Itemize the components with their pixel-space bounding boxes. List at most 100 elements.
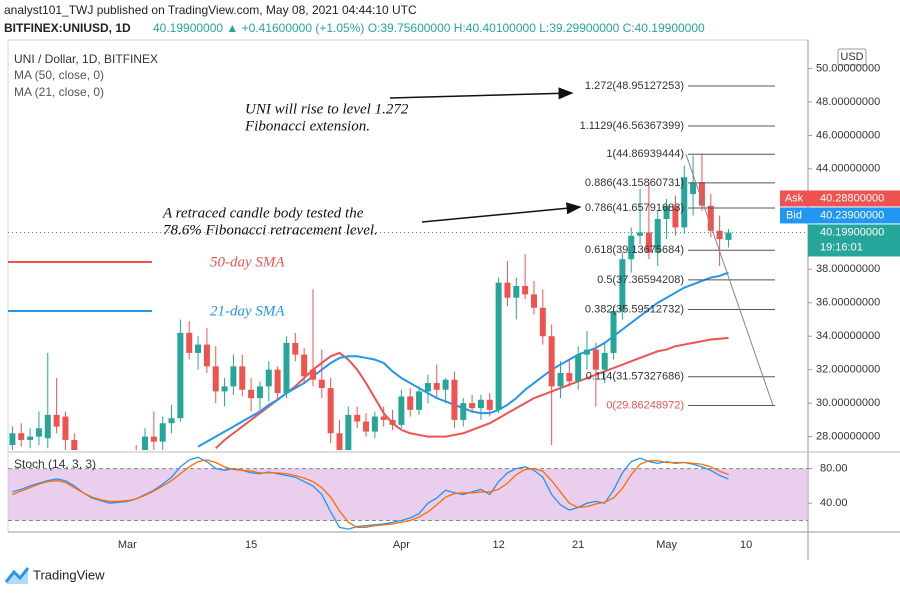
- logo: [4, 567, 30, 584]
- price-tag-value: 40.28800000: [820, 192, 884, 204]
- fib-label: 1.272(48.95127253): [585, 80, 684, 92]
- candle-body: [672, 205, 679, 228]
- candle-body: [716, 230, 723, 240]
- arrow: [389, 87, 574, 100]
- candle-body: [248, 389, 255, 399]
- x-tick-label: May: [656, 539, 677, 551]
- price-tag-value: 40.19900000: [820, 226, 884, 238]
- candle-body: [239, 366, 246, 390]
- candle-body: [424, 383, 431, 392]
- candle-body: [203, 344, 210, 367]
- candle-body: [601, 352, 608, 370]
- fib-label: 0.618(39.13675684): [585, 244, 684, 256]
- price-tag-name: Ask: [785, 192, 804, 204]
- price-tag-name: Bid: [786, 209, 802, 221]
- candle-body: [212, 366, 219, 392]
- y-tick-label: 38.00000000: [816, 263, 880, 275]
- stoch-pane: [8, 456, 808, 530]
- candle-body: [522, 285, 529, 295]
- candle-body: [628, 235, 635, 260]
- symbol: BITFINEX:UNIUSD, 1D: [4, 21, 131, 35]
- candle-body: [53, 414, 60, 427]
- stoch-line: [12, 459, 729, 529]
- stoch-title: Stoch (14, 3, 3): [14, 457, 96, 471]
- candle-body: [725, 232, 732, 240]
- candle-body: [389, 419, 396, 425]
- candle-body: [451, 379, 458, 420]
- candle-body: [663, 205, 670, 220]
- candle-body: [186, 332, 193, 353]
- candle-body: [566, 373, 573, 382]
- candle-body: [256, 386, 263, 399]
- price-tag: [808, 224, 900, 257]
- y-tick-label: 30.00000000: [816, 397, 880, 409]
- annotation: 78.6% Fibonacci retracement level.: [163, 222, 378, 238]
- candle-body: [407, 396, 414, 410]
- candle-body: [142, 436, 149, 450]
- candle-body: [336, 433, 343, 450]
- candle-body: [354, 414, 361, 422]
- stoch-y-tick-label: 80.00: [820, 462, 848, 474]
- candle-body: [380, 416, 387, 420]
- candle-body: [327, 388, 334, 434]
- annotation: A retraced candle body tested the: [162, 205, 364, 221]
- fib-label: 0(29.86248972): [606, 399, 684, 411]
- currency: USD: [840, 51, 863, 63]
- fib-label: 1.1129(46.56367399): [580, 120, 684, 132]
- arrow: [421, 202, 582, 223]
- countdown: 19:16:01: [820, 241, 863, 253]
- fib-label: 0.382(35.59512732): [585, 303, 684, 315]
- candle-body: [150, 436, 157, 442]
- price-tag-name-box: [780, 190, 808, 207]
- candle-body: [71, 439, 78, 450]
- candle-body: [477, 399, 484, 409]
- candle-body: [469, 403, 476, 409]
- candle-body: [513, 285, 520, 298]
- x-tick-label: 21: [572, 539, 584, 551]
- annotation: Fibonacci extension.: [244, 118, 370, 134]
- x-tick-label: 12: [492, 539, 504, 551]
- candle-body: [619, 259, 626, 312]
- y-tick-label: 36.00000000: [816, 297, 880, 309]
- fib-label: 0.114(31.57327686): [586, 371, 684, 383]
- candle-body: [584, 349, 591, 355]
- candle-body: [575, 354, 582, 382]
- price-tag-value: 40.23900000: [820, 209, 884, 221]
- candle-body: [371, 416, 378, 432]
- candle-body: [433, 383, 440, 390]
- legend-entry: MA (21, close, 0): [14, 85, 104, 99]
- candle-body: [345, 414, 352, 450]
- candle-body: [530, 294, 537, 308]
- y-tick-label: 46.00000000: [816, 129, 880, 141]
- candle-body: [195, 344, 202, 353]
- candle-body: [645, 232, 652, 253]
- candle-body: [221, 386, 228, 392]
- annotation: UNI will rise to level 1.272: [245, 101, 409, 117]
- candle-body: [168, 418, 175, 424]
- price-tag: [808, 190, 900, 207]
- fib-label: 0.886(43.15860731): [585, 177, 684, 189]
- candle-body: [62, 416, 69, 440]
- candle-body: [274, 369, 281, 394]
- candle-body: [159, 423, 166, 442]
- fib-label: 0.5(37.36594208): [597, 274, 684, 286]
- brand: TradingView: [33, 567, 105, 582]
- candle-body: [230, 366, 237, 387]
- candle-body: [27, 436, 34, 440]
- fib-label: 0.786(41.65791683): [585, 202, 684, 214]
- legend-entry: MA (50, close, 0): [14, 68, 104, 82]
- candle-body: [681, 177, 688, 228]
- candle-body: [44, 414, 51, 439]
- candle-body: [177, 332, 184, 419]
- fib-trend: [685, 154, 774, 406]
- x-tick-label: 10: [740, 539, 752, 551]
- candle-body: [18, 433, 25, 440]
- y-tick-label: 48.00000000: [816, 96, 880, 108]
- y-tick-label: 50.00000000: [816, 62, 880, 74]
- candle-body: [292, 342, 299, 355]
- candle-body: [9, 433, 16, 445]
- stoch-band: [8, 468, 808, 521]
- candle-body: [460, 403, 467, 420]
- candle-body: [548, 336, 555, 387]
